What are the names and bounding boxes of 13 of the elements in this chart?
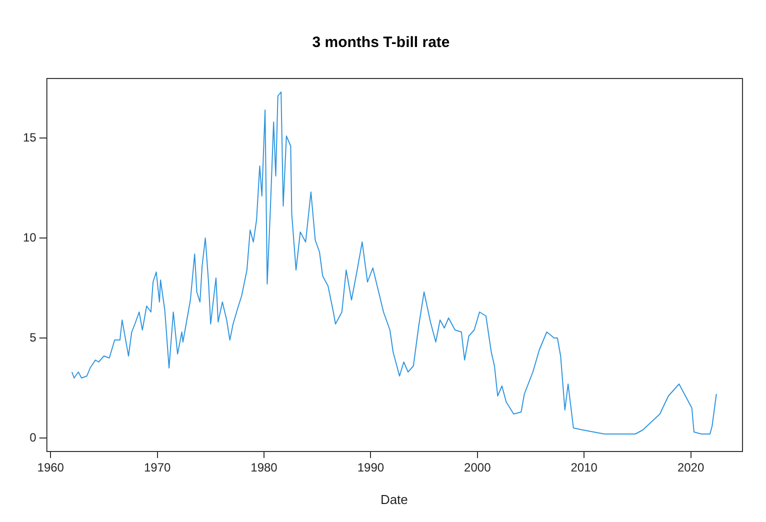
x-tick-label: 1970 <box>144 460 171 475</box>
x-tick-label: 2020 <box>677 460 704 475</box>
x-axis-title: Date <box>380 492 408 507</box>
x-tick-label: 2000 <box>464 460 492 475</box>
y-tick-label: 0 <box>30 430 37 444</box>
y-tick-label: 5 <box>30 330 37 344</box>
chart-title: 3 months T-bill rate <box>312 34 450 52</box>
y-tick-label: 15 <box>22 130 37 144</box>
x-tick-label: 1990 <box>357 460 384 475</box>
x-tick-label: 1980 <box>250 460 278 475</box>
x-tick-label: 2010 <box>570 460 598 475</box>
x-tick-label: 1960 <box>37 460 64 475</box>
y-tick-label: 10 <box>22 230 37 244</box>
